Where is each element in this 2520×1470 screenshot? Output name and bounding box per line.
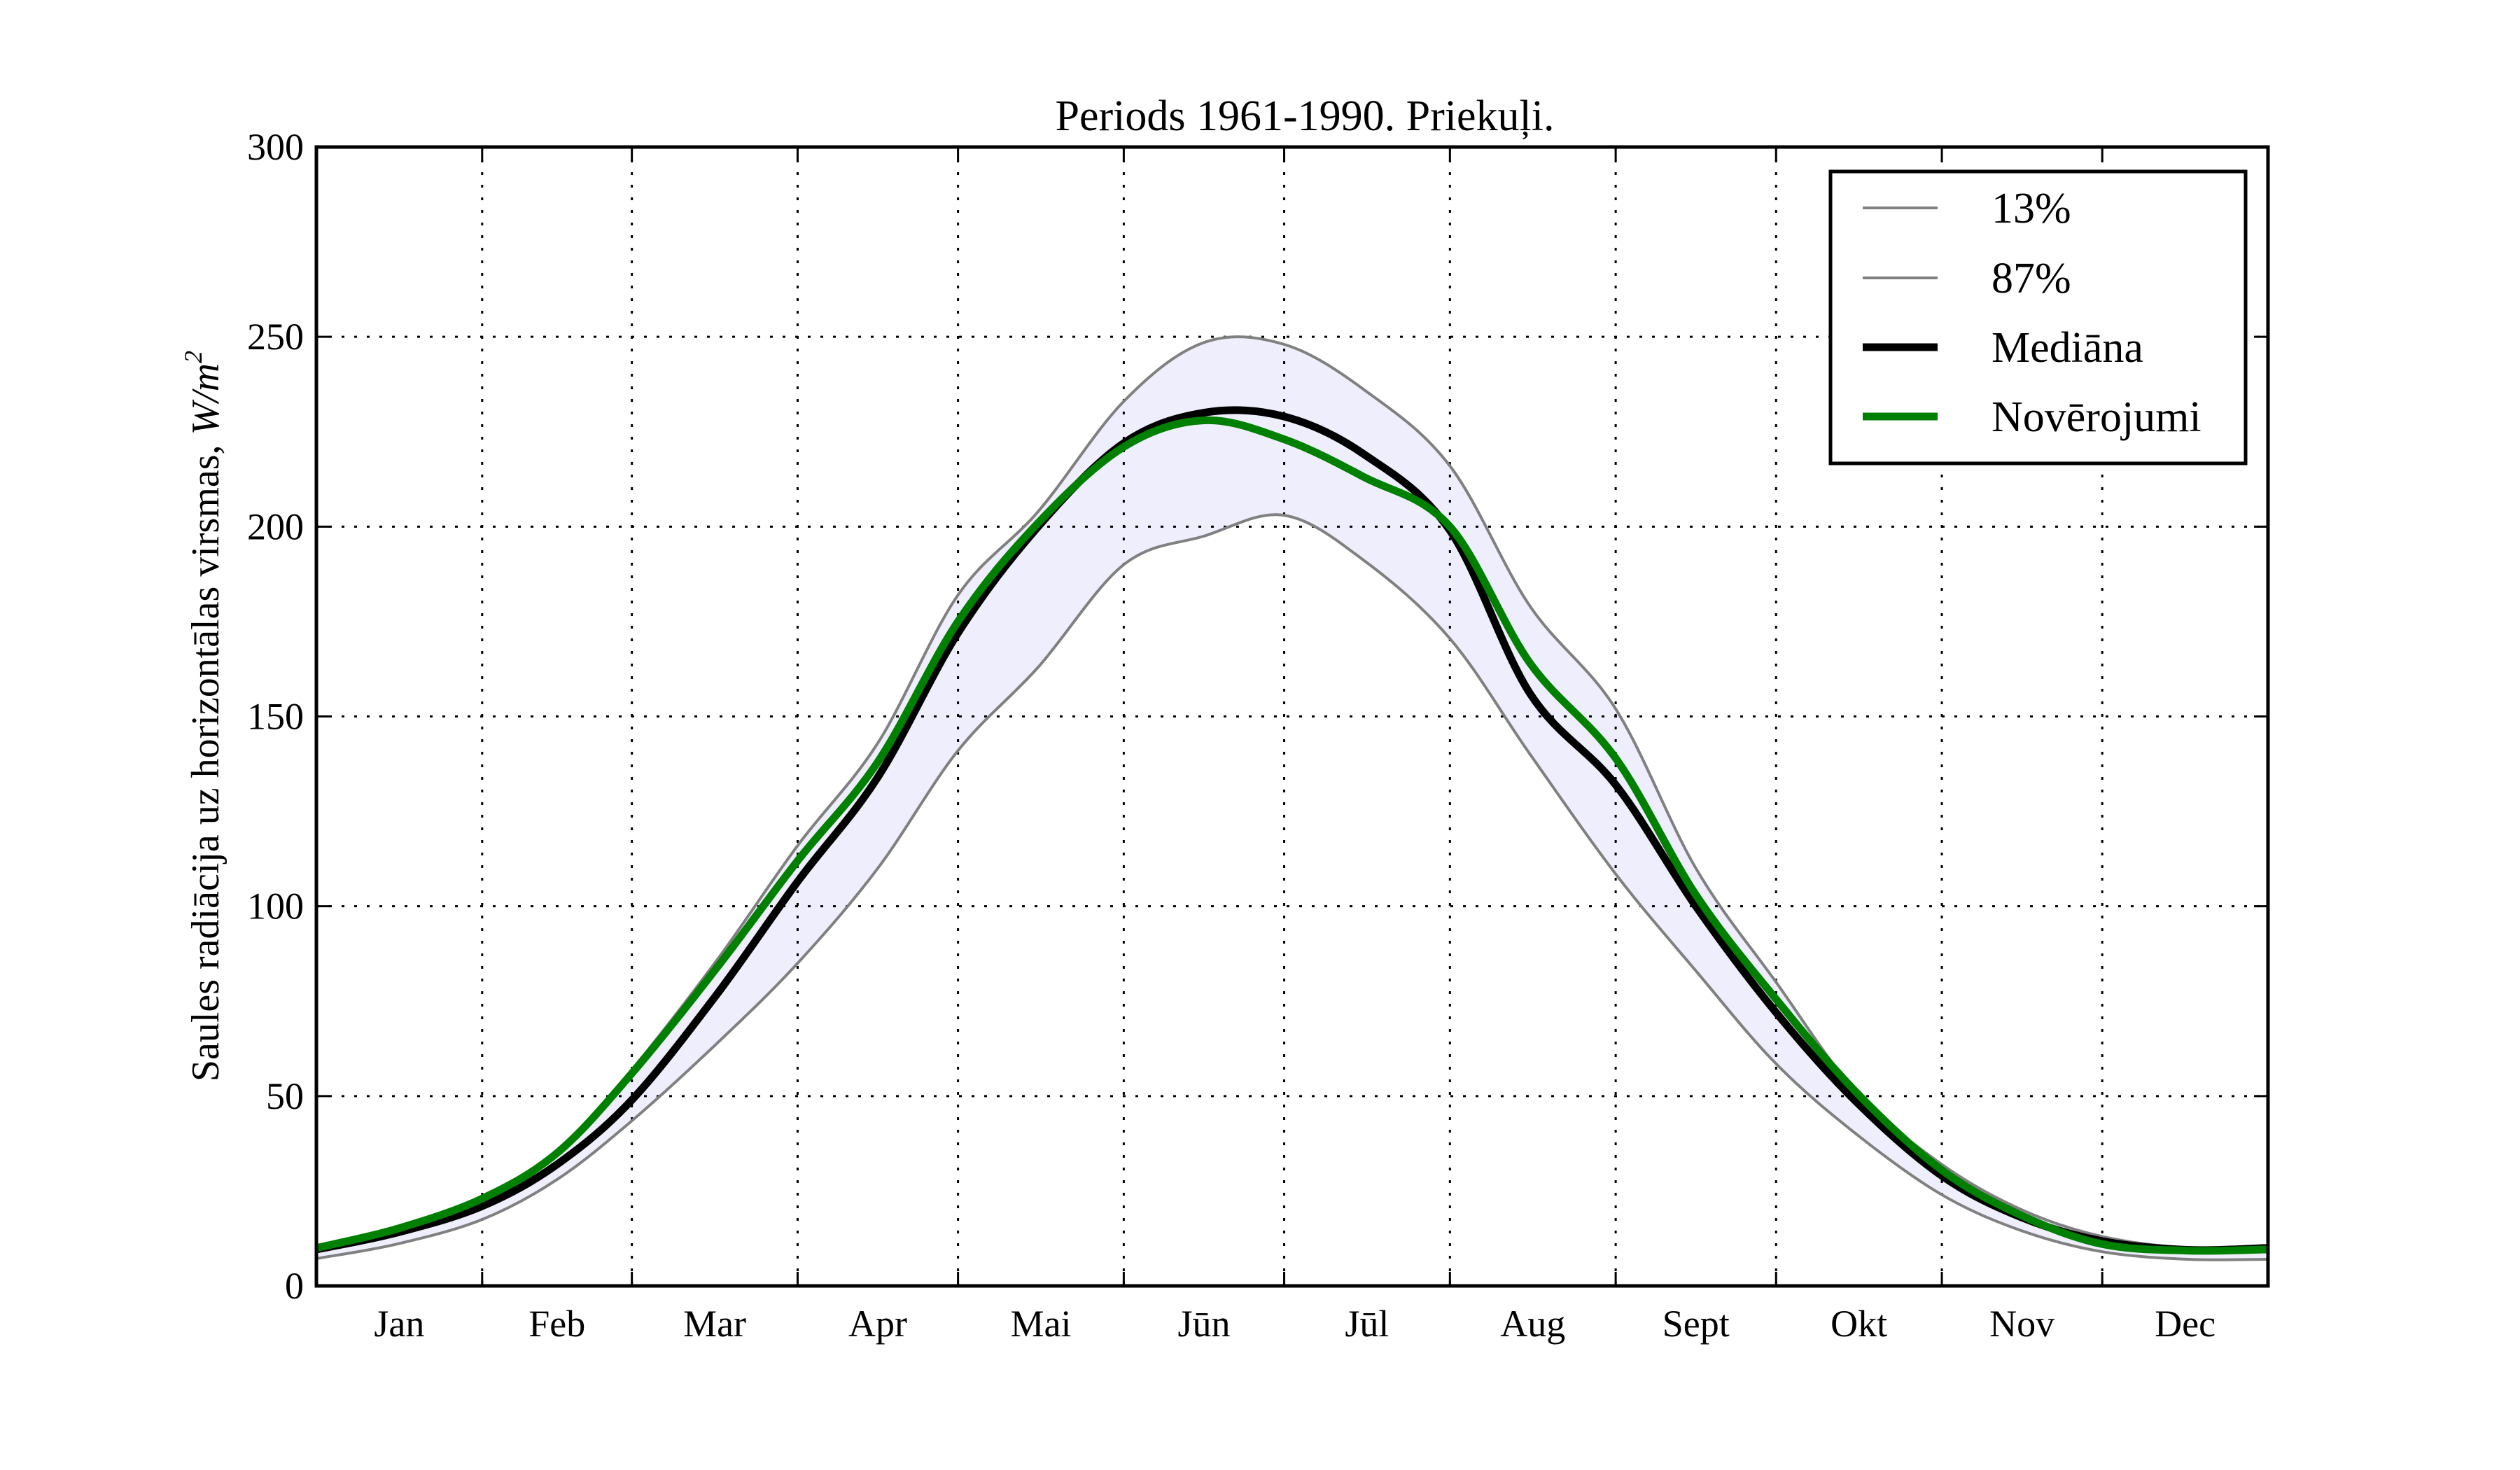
legend: 13% 87% Mediāna Novērojumi [1828, 169, 2248, 465]
x-tick-label: Dec [2155, 1303, 2216, 1345]
y-tick-label: 0 [285, 1265, 304, 1307]
x-tick-label: Mar [683, 1303, 746, 1345]
legend-label: Mediāna [1991, 324, 2143, 372]
y-axis-label-text: Saules radiācija uz horizontālas virsmas… [184, 435, 227, 1082]
legend-item: 87% [1863, 255, 2071, 302]
y-tick-labels: 0 50 100 150 200 250 300 [247, 126, 304, 1307]
x-tick-labels: Jan Feb Mar Apr Mai Jūn Jūl Aug Sept Okt Nov Dec [374, 1303, 2216, 1345]
x-tick-label: Jūl [1345, 1303, 1389, 1345]
x-tick-label: Feb [528, 1303, 585, 1345]
y-tick-label: 300 [247, 126, 304, 168]
x-tick-label: Aug [1500, 1303, 1565, 1345]
x-tick-label: Apr [848, 1303, 907, 1345]
series-line-p13 [316, 513, 2269, 1261]
y-tick-label: 100 [247, 886, 304, 927]
y-axis-label-exponent: 2 [179, 351, 207, 363]
y-tick-label: 200 [247, 505, 304, 547]
y-tick-label: 50 [266, 1075, 304, 1117]
series-layer [315, 335, 2269, 1261]
series-line-observations [315, 416, 2269, 1255]
y-axis-label: Saules radiācija uz horizontālas virsmas… [179, 351, 227, 1082]
chart-title: Periods 1961-1990. Priekuļi. [1056, 92, 1555, 140]
legend-label: 87% [1991, 255, 2071, 302]
legend-item: Novērojumi [1863, 393, 2202, 441]
tick-layer [316, 146, 2268, 1287]
x-tick-label: Mai [1010, 1303, 1071, 1345]
legend-label: 13% [1991, 185, 2071, 232]
x-tick-label: Jūn [1177, 1303, 1230, 1345]
y-axis-label-unit: W/m [184, 363, 227, 435]
legend-label: Novērojumi [1991, 393, 2202, 441]
x-tick-label: Okt [1830, 1303, 1887, 1345]
x-tick-label: Jan [374, 1303, 424, 1345]
legend-item: Mediāna [1863, 324, 2143, 372]
series-line-median [315, 406, 2269, 1254]
y-tick-label: 250 [247, 316, 304, 358]
y-tick-label: 150 [247, 696, 304, 738]
percentile-band-layer [316, 337, 2268, 1260]
percentile-band [316, 337, 2268, 1260]
x-tick-label: Sept [1662, 1303, 1730, 1345]
x-tick-label: Nov [1989, 1303, 2054, 1345]
legend-item: 13% [1863, 185, 2071, 232]
